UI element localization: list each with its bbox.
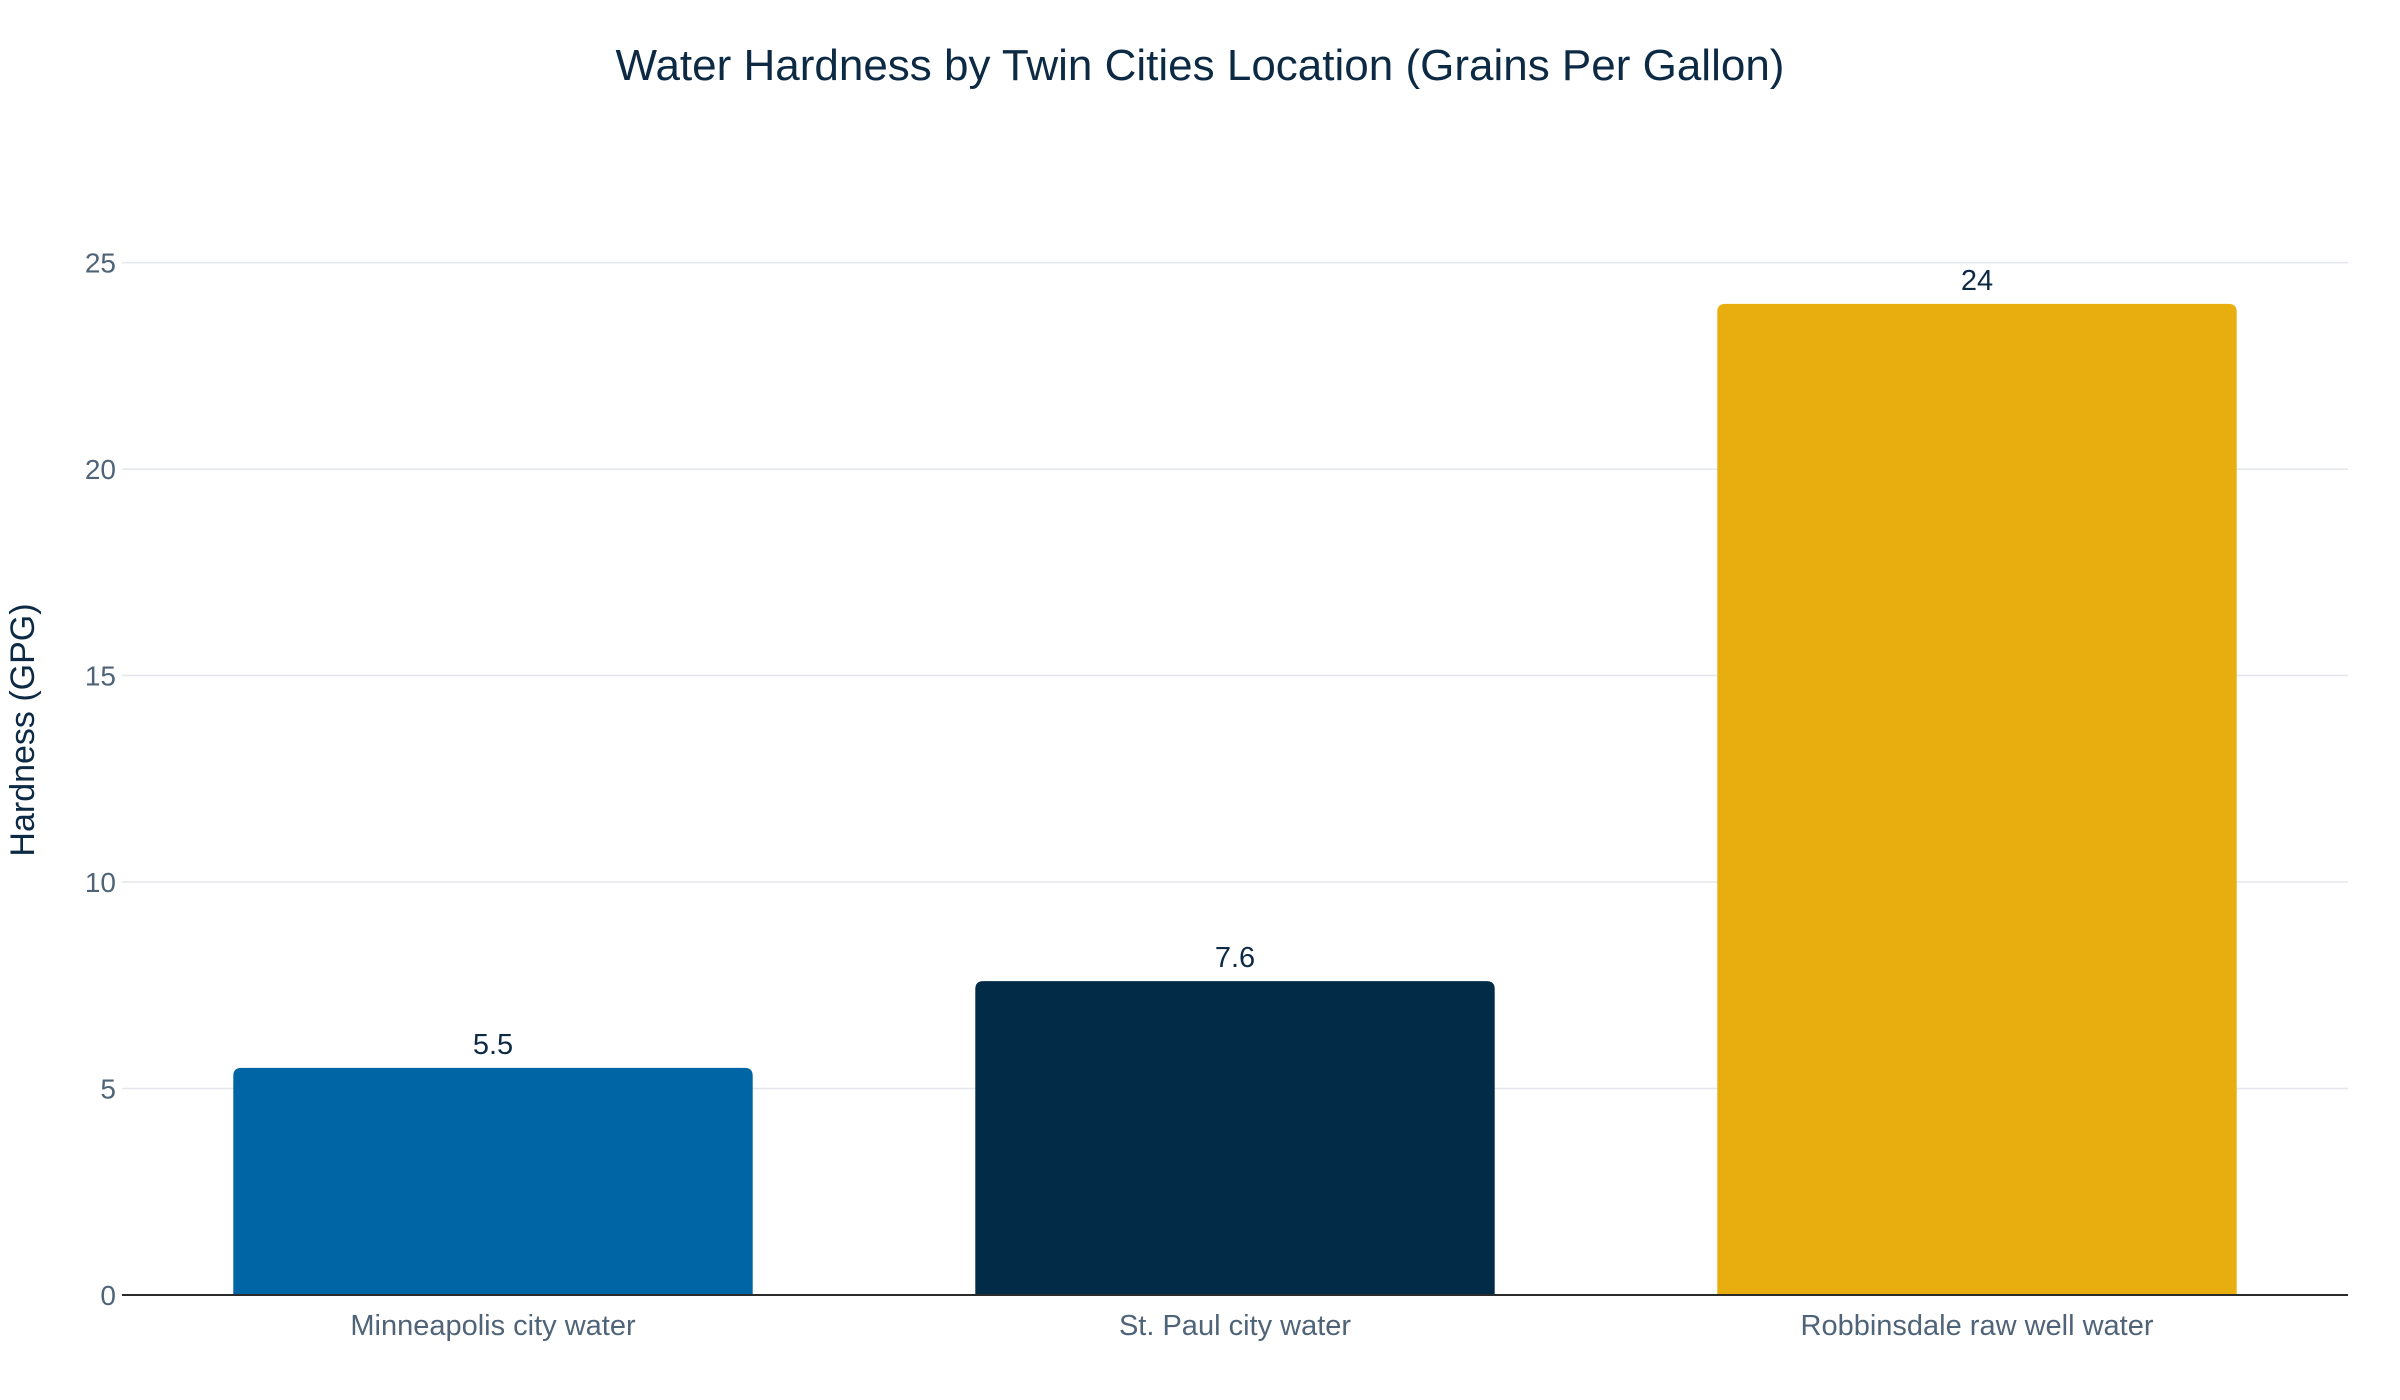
category-label-2: St. Paul city water [1119, 1310, 1351, 1342]
chart-title: Water Hardness by Twin Cities Location (… [616, 41, 1785, 90]
data-label-3: 24 [1961, 265, 1993, 297]
y-tick-label: 0 [100, 1280, 116, 1311]
data-label-2: 7.6 [1215, 942, 1255, 974]
y-tick-label: 15 [85, 661, 116, 692]
y-tick-label: 5 [100, 1074, 116, 1105]
category-label-3: Robbinsdale raw well water [1801, 1310, 2154, 1342]
y-tick-label: 20 [85, 454, 116, 485]
data-label-1: 5.5 [473, 1029, 513, 1061]
bar-3[interactable] [1717, 303, 2237, 1295]
data-labels: 5.5 7.6 24 [473, 265, 1993, 1061]
y-tick-labels: 0 5 10 15 20 25 [85, 248, 116, 1311]
category-label-1: Minneapolis city water [350, 1310, 636, 1342]
bar-1[interactable] [233, 1067, 753, 1295]
category-labels: Minneapolis city water St. Paul city wate… [350, 1310, 2153, 1342]
bars [233, 303, 2237, 1295]
y-tick-label: 10 [85, 867, 116, 898]
y-tick-label: 25 [85, 248, 116, 279]
y-axis-label: Hardness (GPG) [4, 603, 42, 856]
bar-2[interactable] [975, 981, 1495, 1295]
